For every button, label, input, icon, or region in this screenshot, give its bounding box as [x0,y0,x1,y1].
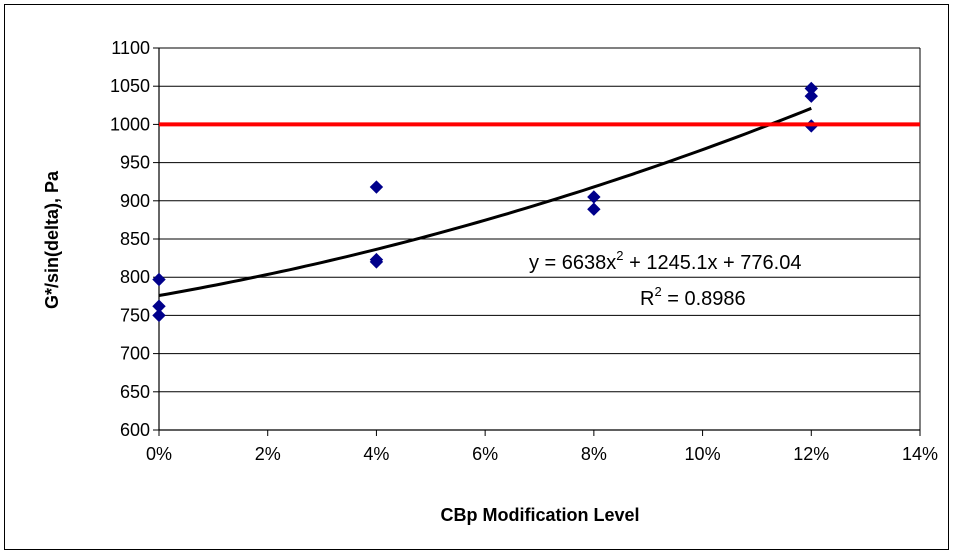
data-point [369,180,384,194]
y-tick-label: 1000 [110,114,150,134]
y-tick-label: 700 [120,344,150,364]
trendline-equation: y = 6638x2 + 1245.1x + 776.04 [529,248,801,274]
x-tick-label: 2% [255,444,281,464]
y-tick-label: 900 [120,191,150,211]
equation-prefix: y = 6638x [529,252,616,274]
x-tick-labels: 0% 2% 4% 6% 8% 10% 12% 14% [146,444,938,464]
r2-suffix: = 0.8986 [662,288,746,310]
x-tick-label: 10% [685,444,721,464]
equation-exponent: 2 [616,248,623,263]
data-points [152,81,818,323]
data-point [804,89,818,103]
data-point [152,272,166,287]
x-tick-label: 0% [146,444,172,464]
y-tick-labels: 600 650 700 750 800 850 900 950 1000 1050 1100 [110,38,150,440]
equation-suffix: + 1245.1x + 776.04 [624,252,802,274]
trendline-group [158,106,812,297]
data-point [152,308,166,323]
x-axis-title: CBp Modification Level [440,505,639,525]
grid-lines [159,47,920,431]
y-tick-label: 1050 [110,76,150,96]
r2-exponent: 2 [654,284,661,299]
x-tick-label: 14% [902,444,938,464]
x-tick-label: 8% [581,444,607,464]
y-axis-title: G*/sin(delta), Pa [42,170,62,309]
y-tick-label: 950 [120,153,150,173]
axes [153,47,921,436]
data-point [587,202,601,216]
y-tick-label: 1100 [111,38,150,58]
x-tick-label: 6% [472,444,498,464]
y-tick-label: 850 [120,229,150,249]
y-tick-label: 600 [120,420,150,440]
x-tick-label: 12% [793,444,829,464]
data-point [369,255,384,269]
trendline [158,106,812,297]
y-tick-label: 750 [120,305,150,325]
y-tick-label: 800 [120,267,150,287]
r-squared-label: R2 = 0.8986 [640,284,746,310]
y-tick-label: 650 [120,382,150,402]
x-tick-label: 4% [363,444,389,464]
r2-prefix: R [640,288,654,310]
